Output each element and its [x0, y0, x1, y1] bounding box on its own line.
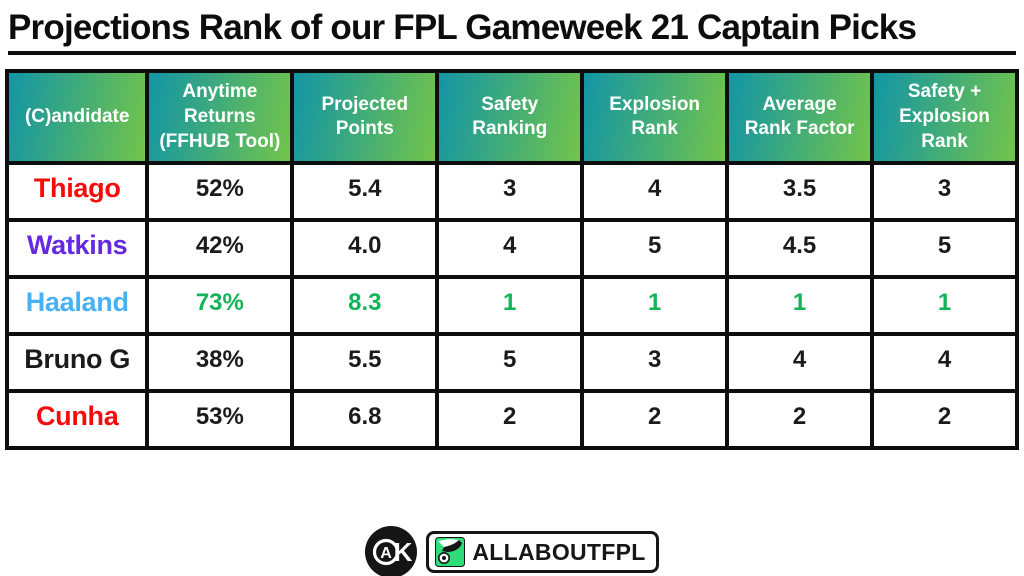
brand-name: ALLABOUTFPL	[472, 538, 646, 565]
cell-projected-points: 5.5	[290, 332, 440, 394]
column-header-projected-points: Projected Points	[290, 69, 440, 166]
column-header-anytime-returns: Anytime Returns (FFHUB Tool)	[145, 69, 295, 166]
cell-safety-ranking: 3	[435, 161, 585, 223]
column-header-explosion-rank: Explosion Rank	[580, 69, 730, 166]
monogram-letter-a: A	[381, 545, 393, 562]
table-header-row: (C)andidate Anytime Returns (FFHUB Tool)…	[4, 69, 1019, 166]
cell-average-rank-factor: 4	[725, 332, 875, 394]
cell-average-rank-factor: 3.5	[725, 161, 875, 223]
cell-safety-explosion-rank: 5	[870, 218, 1019, 280]
monogram-letter-k: K	[394, 537, 413, 567]
column-header-safety-ranking: Safety Ranking	[435, 69, 585, 166]
title-text: Projections Rank of our FPL Gameweek 21 …	[8, 8, 917, 47]
table-row-watkins: Watkins 42% 4.0 4 5 4.5 5	[4, 218, 1019, 280]
cell-projected-points: 4.0	[290, 218, 440, 280]
cell-safety-explosion-rank: 4	[870, 332, 1019, 394]
table-row-thiago: Thiago 52% 5.4 3 4 3.5 3	[4, 161, 1019, 223]
cell-explosion-rank: 4	[580, 161, 730, 223]
projections-table: (C)andidate Anytime Returns (FFHUB Tool)…	[4, 69, 1019, 451]
cell-anytime-returns: 53%	[145, 389, 295, 451]
cell-anytime-returns: 42%	[145, 218, 295, 280]
cell-anytime-returns: 38%	[145, 332, 295, 394]
column-header-candidate: (C)andidate	[4, 69, 150, 166]
brand-badge: ALLABOUTFPL	[426, 531, 659, 573]
candidate-name: Watkins	[4, 218, 150, 280]
cell-safety-explosion-rank: 1	[870, 275, 1019, 337]
cell-explosion-rank: 5	[580, 218, 730, 280]
cell-safety-ranking: 2	[435, 389, 585, 451]
cell-safety-ranking: 4	[435, 218, 585, 280]
cell-anytime-returns: 52%	[145, 161, 295, 223]
candidate-name: Thiago	[4, 161, 150, 223]
page-title: Projections Rank of our FPL Gameweek 21 …	[8, 8, 1016, 56]
cell-projected-points: 8.3	[290, 275, 440, 337]
cell-average-rank-factor: 2	[725, 389, 875, 451]
football-boot-icon	[435, 537, 466, 567]
cell-safety-explosion-rank: 3	[870, 161, 1019, 223]
cell-explosion-rank: 3	[580, 332, 730, 394]
column-header-safety-explosion-rank: Safety + Explosion Rank	[870, 69, 1019, 166]
table-row-haaland: Haaland 73% 8.3 1 1 1 1	[4, 275, 1019, 337]
cell-projected-points: 6.8	[290, 389, 440, 451]
cell-explosion-rank: 1	[580, 275, 730, 337]
cell-safety-explosion-rank: 2	[870, 389, 1019, 451]
candidate-name: Cunha	[4, 389, 150, 451]
table-row-cunha: Cunha 53% 6.8 2 2 2 2	[4, 389, 1019, 451]
cell-explosion-rank: 2	[580, 389, 730, 451]
ak-monogram-logo-icon: A K	[365, 526, 418, 576]
cell-projected-points: 5.4	[290, 161, 440, 223]
cell-average-rank-factor: 1	[725, 275, 875, 337]
cell-anytime-returns: 73%	[145, 275, 295, 337]
fpl-captain-picks-infographic: Projections Rank of our FPL Gameweek 21 …	[0, 8, 1024, 576]
brand-footer: A K ALLABOUTFPL	[0, 526, 1024, 576]
candidate-name: Haaland	[4, 275, 150, 337]
table-row-bruno-g: Bruno G 38% 5.5 5 3 4 4	[4, 332, 1019, 394]
candidate-name: Bruno G	[4, 332, 150, 394]
cell-safety-ranking: 5	[435, 332, 585, 394]
cell-average-rank-factor: 4.5	[725, 218, 875, 280]
cell-safety-ranking: 1	[435, 275, 585, 337]
column-header-average-rank-factor: Average Rank Factor	[725, 69, 875, 166]
